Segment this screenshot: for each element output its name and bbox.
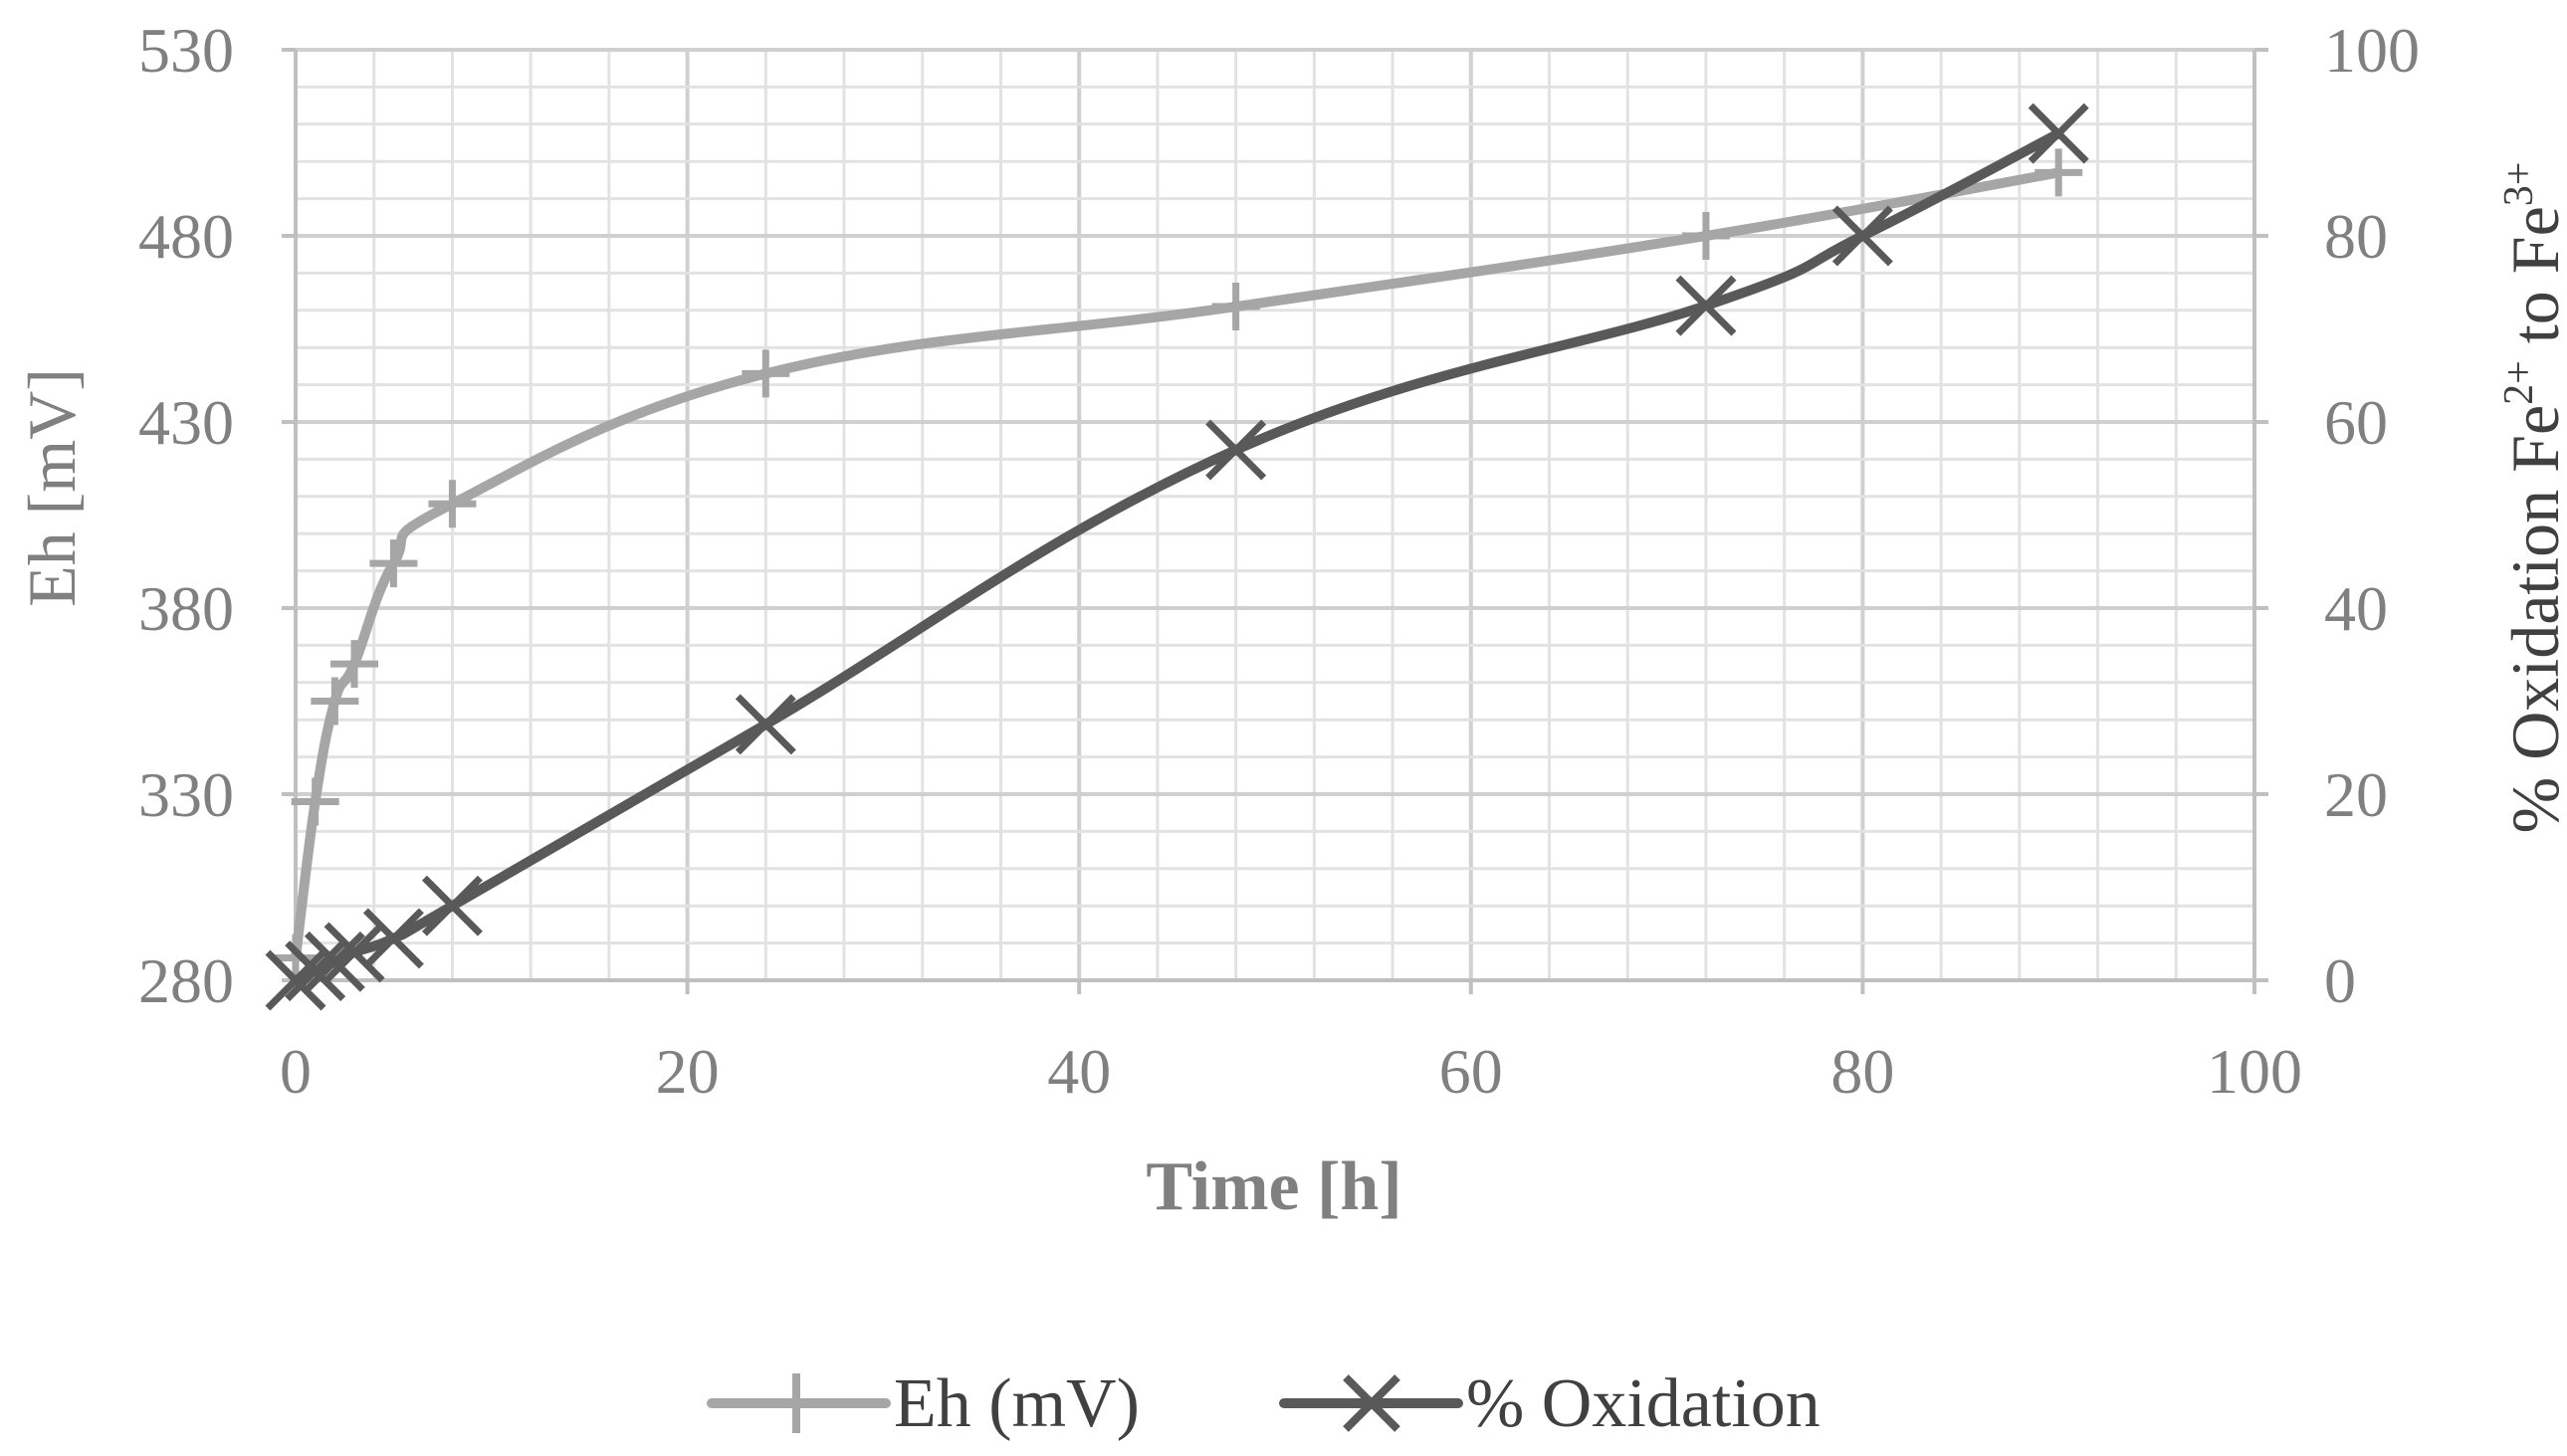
- x-tick-label: 40: [1047, 1036, 1111, 1107]
- data-point-plus-marker: [428, 480, 477, 528]
- data-point-plus-marker: [742, 349, 790, 398]
- data-point-plus-marker: [1681, 212, 1730, 260]
- data-point-x-marker: [735, 694, 796, 755]
- y-left-axis-title: Eh [mV]: [14, 368, 90, 607]
- y-right-title-sup-2plus: 2+: [2496, 360, 2542, 405]
- grid: [294, 48, 2256, 982]
- x-tick-label: 100: [2207, 1036, 2302, 1107]
- y-right-axis-title: % Oxidation Fe2+ to Fe3+: [2496, 162, 2567, 834]
- data-point-plus-marker: [291, 777, 339, 826]
- legend-item-eh: Eh (mV): [707, 1365, 1140, 1442]
- y-right-tick-label: 40: [2324, 573, 2388, 644]
- y-left-tick-label: 330: [138, 759, 234, 830]
- x-axis-title: Time [h]: [1146, 1148, 1401, 1225]
- y-left-tick-label: 380: [138, 573, 234, 644]
- y-right-tick-label: 0: [2324, 945, 2356, 1016]
- data-point-x-marker: [421, 875, 483, 936]
- legend-eh-plus-marker: [771, 1373, 821, 1433]
- data-point-x-marker: [323, 922, 385, 983]
- series-eh: [272, 148, 2083, 982]
- series-line: [291, 128, 2064, 985]
- legend-item-oxidation: % Oxidation: [1279, 1365, 1820, 1442]
- y-right-tick-label: 80: [2324, 201, 2388, 272]
- data-point-x-marker: [362, 908, 424, 969]
- data-point-plus-marker: [1211, 283, 1260, 331]
- data-point-plus-marker: [330, 640, 379, 689]
- x-tick-label: 80: [1830, 1036, 1894, 1107]
- series-oxidation: [265, 103, 2089, 1011]
- x-tick-label: 0: [280, 1036, 312, 1107]
- y-right-title-sup-3plus: 3+: [2496, 162, 2542, 207]
- y-left-axis-ticks: 280 330 380 430 480 530: [138, 15, 296, 1016]
- data-point-x-marker: [1831, 205, 1893, 267]
- y-right-tick-label: 20: [2324, 759, 2388, 830]
- y-right-tick-label: 100: [2324, 15, 2420, 86]
- data-point-plus-marker: [369, 539, 418, 588]
- y-right-tick-label: 60: [2324, 387, 2388, 458]
- data-point-plus-marker: [272, 934, 320, 982]
- data-point-plus-marker: [2034, 148, 2083, 197]
- data-point-x-marker: [285, 940, 346, 1002]
- y-left-tick-label: 480: [138, 201, 234, 272]
- y-left-tick-label: 280: [138, 945, 234, 1016]
- y-right-title-main: % Oxidation Fe: [2497, 405, 2567, 834]
- legend-oxidation-x-marker: [1343, 1374, 1400, 1432]
- series-layer: [265, 103, 2089, 1011]
- x-axis-ticks: 0 20 40 60 80 100: [280, 980, 2302, 1107]
- data-point-x-marker: [265, 949, 326, 1011]
- y-right-axis-ticks: 0 20 40 60 80 100: [2254, 15, 2420, 1016]
- data-point-x-marker: [304, 931, 365, 992]
- legend: Eh (mV) % Oxidation: [707, 1365, 1820, 1442]
- x-tick-label: 20: [656, 1036, 720, 1107]
- y-right-title-mid: to Fe: [2497, 206, 2567, 360]
- legend-oxidation-label: % Oxidation: [1466, 1365, 1820, 1442]
- data-point-plus-marker: [311, 677, 359, 726]
- data-point-x-marker: [2028, 103, 2089, 164]
- x-tick-label: 60: [1439, 1036, 1503, 1107]
- y-left-tick-label: 430: [138, 387, 234, 458]
- y-left-tick-label: 530: [138, 15, 234, 86]
- legend-eh-label: Eh (mV): [894, 1365, 1140, 1442]
- data-point-x-marker: [1205, 419, 1267, 481]
- data-point-x-marker: [1675, 275, 1737, 336]
